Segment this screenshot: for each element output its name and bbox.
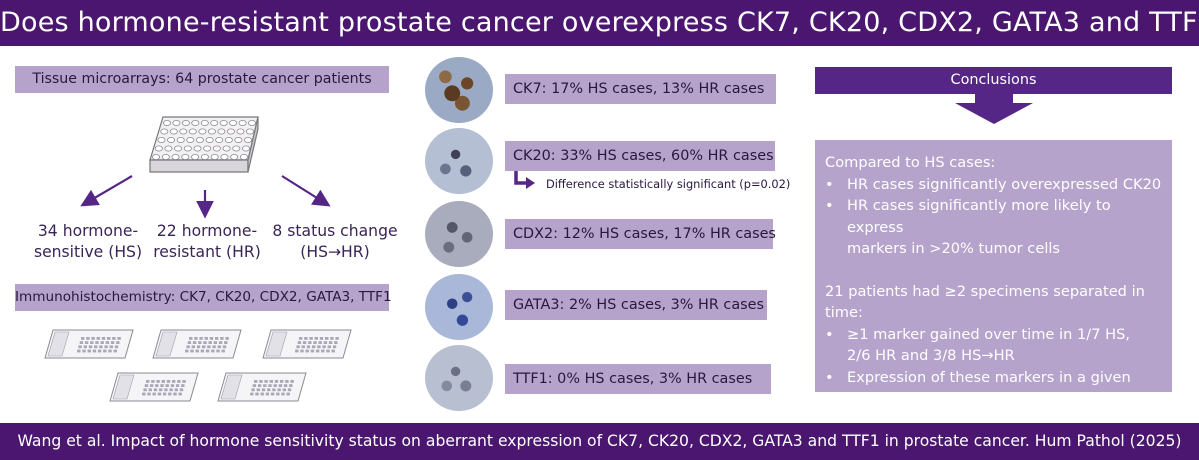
cdx2-result: CDX2: 12% HS cases, 17% HR cases xyxy=(505,219,776,249)
gata3-result: GATA3: 2% HS cases, 3% HR cases xyxy=(505,290,767,320)
tma-core xyxy=(171,153,180,160)
tma-core xyxy=(230,153,239,160)
tma-core xyxy=(176,136,185,143)
group-hs: 34 hormone-sensitive (HS) xyxy=(33,222,143,261)
tma-core xyxy=(243,136,252,143)
tma-core xyxy=(151,153,160,160)
tma-core xyxy=(179,128,188,135)
tma-core xyxy=(222,145,231,152)
ttf1-result: TTF1: 0% HS cases, 3% HR cases xyxy=(505,364,771,394)
tma-core xyxy=(236,128,245,135)
tma-core xyxy=(241,145,250,152)
tma-core xyxy=(217,128,226,135)
ttf1-micrograph xyxy=(425,345,493,411)
tma-core xyxy=(154,145,163,152)
tma-core xyxy=(167,136,176,143)
ck20-result: CK20: 33% HS cases, 60% HR cases xyxy=(505,141,775,171)
tma-core xyxy=(181,153,190,160)
citation-footer: Wang et al. Impact of hormone sensitivit… xyxy=(0,423,1199,460)
tma-core xyxy=(245,128,254,135)
ck20-bent-arrow xyxy=(514,170,526,185)
tma-core xyxy=(162,120,171,127)
conclusion-bullet: • ≥1 marker gained over time in 1/7 HS, 2… xyxy=(825,325,1130,365)
tma-core xyxy=(210,153,219,160)
ck7-result: CK7: 17% HS cases, 13% HR cases xyxy=(505,74,776,104)
slide xyxy=(217,372,307,402)
tma-core xyxy=(203,145,212,152)
ihc-label-box: Immunohistochemistry: CK7, CK20, CDX2, G… xyxy=(15,284,392,311)
tma-core xyxy=(210,120,219,127)
tma-core xyxy=(234,136,243,143)
tma-core xyxy=(195,136,204,143)
tma-core xyxy=(174,145,183,152)
tma-core xyxy=(186,136,195,143)
ck20-micrograph xyxy=(425,128,493,194)
tma-core xyxy=(215,136,224,143)
tma-core xyxy=(232,145,241,152)
tma-core xyxy=(191,153,200,160)
tma-core xyxy=(164,145,173,152)
page-title: Does hormone-resistant prostate cancer o… xyxy=(0,0,1199,46)
gata3-micrograph xyxy=(425,274,493,340)
tma-core xyxy=(224,136,233,143)
tma-core xyxy=(183,145,192,152)
tma-core xyxy=(200,153,209,160)
tma-core xyxy=(238,120,247,127)
ihc-slides-icon xyxy=(44,329,352,402)
conclusions-down-arrow xyxy=(955,94,1033,124)
arrow-to-hs xyxy=(80,175,133,207)
conclusions-intro-2: 21 patients had ≥2 specimens separated i… xyxy=(825,282,1145,322)
tma-core xyxy=(157,136,166,143)
conclusions-intro: Compared to HS cases: xyxy=(825,154,996,171)
conclusion-bullet: • HR cases significantly more likely to … xyxy=(825,197,1111,257)
conclusions-box: Compared to HS cases: • HR cases signifi… xyxy=(815,140,1172,429)
slide xyxy=(152,329,242,359)
tma-core xyxy=(212,145,221,152)
tissue-microarray-icon xyxy=(149,116,259,173)
tma-core xyxy=(229,120,238,127)
tma-core xyxy=(169,128,178,135)
conclusion-bullet: • HR cases significantly overexpressed C… xyxy=(825,175,1162,193)
tma-core xyxy=(160,128,169,135)
tma-core xyxy=(191,120,200,127)
tma-core xyxy=(193,145,202,152)
conclusion-bullet: • Expression of these markers in a given… xyxy=(825,368,1131,429)
tma-label-box: Tissue microarrays: 64 prostate cancer p… xyxy=(15,66,389,93)
tma-core xyxy=(181,120,190,127)
tma-core xyxy=(226,128,235,135)
tma-core xyxy=(205,136,214,143)
arrow-to-status-change xyxy=(281,175,331,207)
slide xyxy=(262,329,352,359)
cdx2-micrograph xyxy=(425,201,493,267)
tma-core xyxy=(161,153,170,160)
slide xyxy=(109,372,199,402)
tma-core xyxy=(220,153,229,160)
tma-core xyxy=(198,128,207,135)
group-hr: 22 hormone-resistant (HR) xyxy=(153,222,261,261)
group-status-change: 8 status change (HS→HR) xyxy=(272,222,398,261)
tma-core xyxy=(219,120,228,127)
ck7-micrograph xyxy=(425,57,493,123)
tma-core xyxy=(247,120,256,127)
tma-core xyxy=(188,128,197,135)
conclusions-header: Conclusions xyxy=(815,67,1172,94)
tma-core xyxy=(200,120,209,127)
tma-core xyxy=(239,153,248,160)
tma-core xyxy=(207,128,216,135)
slide xyxy=(44,329,134,359)
tma-core xyxy=(172,120,181,127)
difference-note: Difference statistically significant (p=… xyxy=(546,177,791,191)
